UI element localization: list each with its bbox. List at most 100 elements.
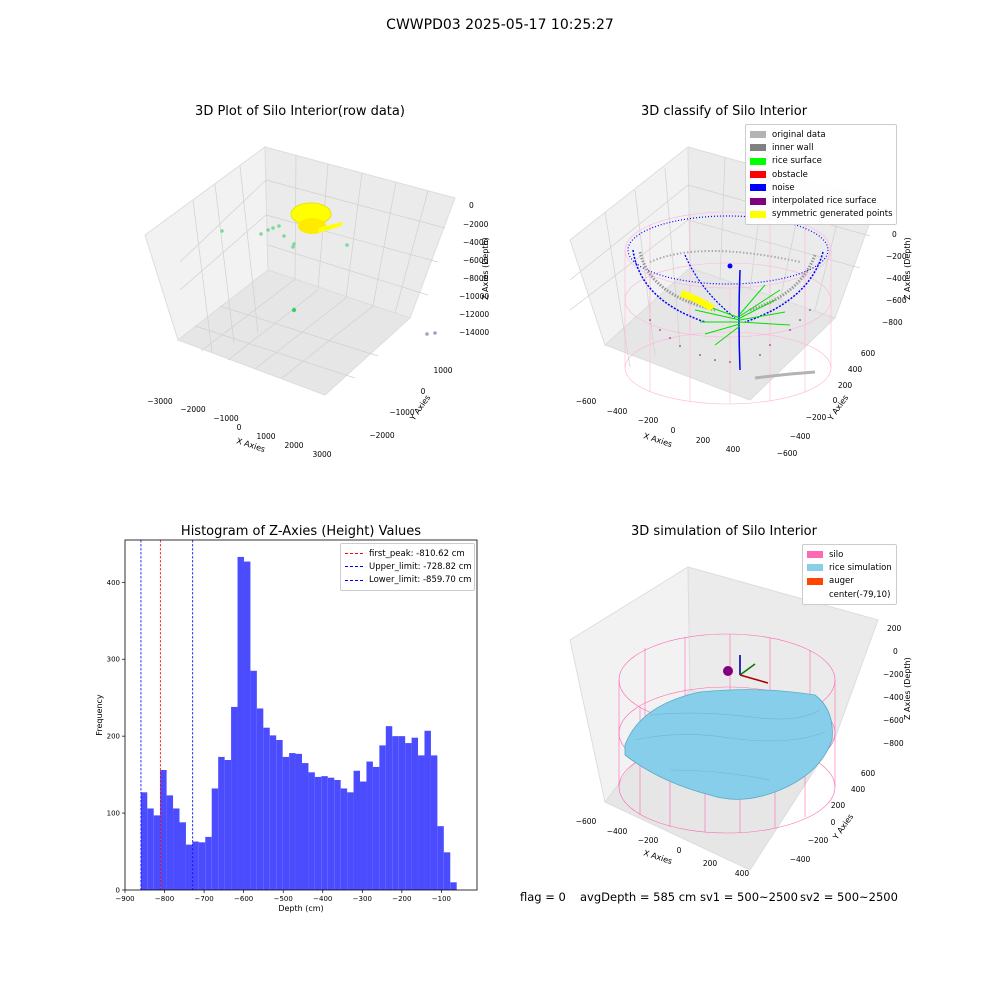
svg-text:−4000: −4000 — [463, 238, 489, 247]
panel3-title: Histogram of Z-Axies (Height) Values — [180, 524, 422, 539]
legend-item-symmetric: symmetric generated points — [750, 208, 893, 221]
histogram-bar — [192, 841, 199, 890]
legend-item-lower-limit: Lower_limit: -859.70 cm — [345, 574, 471, 587]
histogram-xlabel: Depth (cm) — [278, 904, 323, 913]
histogram-ytick-label: 300 — [107, 656, 120, 664]
histogram-bar — [250, 670, 257, 890]
histogram-xtick-label: −800 — [155, 895, 174, 903]
svg-text:−600: −600 — [576, 397, 597, 406]
panel4-xlabel: X Axies — [642, 848, 673, 866]
histogram-xtick-label: −600 — [234, 895, 253, 903]
histogram-bar — [379, 745, 386, 890]
figure-title: CWWPD03 2025-05-17 10:25:27 — [386, 17, 614, 33]
histogram-bar — [405, 743, 412, 890]
histogram-bar — [205, 836, 212, 890]
histogram-bar — [237, 556, 244, 890]
panel2-ylabel: Y Axies — [826, 393, 851, 423]
panel1-yticks: −2000 −1000 0 1000 — [369, 366, 452, 440]
panel4-surface-mesh-line — [669, 769, 771, 781]
panel2-cylinder-wireframe — [624, 211, 832, 405]
histogram-bar — [224, 760, 232, 890]
svg-text:−400: −400 — [790, 855, 811, 864]
panel1-scatter-points — [220, 224, 437, 336]
histogram-bar — [353, 770, 361, 890]
svg-text:−2000: −2000 — [180, 405, 206, 414]
panel4-title: 3D simulation of Silo Interior — [631, 524, 817, 539]
panel2-zticks: 0 −200 −400 −600 −800 — [882, 230, 907, 327]
histogram-bar — [347, 792, 354, 890]
legend-swatch — [750, 197, 766, 205]
histogram-xtick-label: −700 — [194, 895, 213, 903]
svg-text:0: 0 — [237, 423, 242, 432]
histogram-bar — [366, 761, 373, 890]
histogram-ylabel: Frequency — [95, 694, 104, 736]
legend-swatch — [750, 144, 766, 152]
svg-text:1000: 1000 — [256, 432, 275, 441]
svg-text:200: 200 — [831, 801, 846, 810]
svg-text:−3000: −3000 — [147, 397, 173, 406]
svg-text:−600: −600 — [576, 817, 597, 826]
panel4-zlabel: Z Axies (Depth) — [903, 657, 912, 720]
legend-item-rice-simulation: rice simulation — [807, 561, 892, 574]
svg-text:0: 0 — [469, 201, 474, 210]
panel2-inner-wall — [638, 250, 817, 380]
svg-text:0: 0 — [831, 818, 836, 827]
svg-text:200: 200 — [838, 381, 853, 390]
legend-line — [345, 553, 363, 555]
histogram-bar — [314, 776, 322, 890]
histogram-bar — [153, 815, 161, 890]
histogram-legend: first_peak: -810.62 cm Upper_limit: -728… — [340, 543, 475, 591]
svg-text:0: 0 — [893, 647, 898, 656]
histogram-bar — [360, 781, 367, 890]
panel4-zticks: 200 0 −200 −400 −600 −800 — [883, 624, 904, 748]
histogram-bar — [179, 822, 186, 890]
svg-text:−400: −400 — [607, 827, 628, 836]
histogram-bar — [160, 770, 167, 890]
svg-text:−200: −200 — [806, 413, 827, 422]
svg-text:−600: −600 — [886, 296, 907, 305]
histogram-bar — [231, 706, 238, 890]
svg-text:−8000: −8000 — [463, 274, 489, 283]
svg-text:3000: 3000 — [312, 450, 331, 459]
footer-avg-depth: avgDepth = 585 cm — [580, 890, 697, 904]
footer-sv1: sv1 = 500~2500 — [700, 890, 798, 904]
panel1-zticks: 0 −2000 −4000 −6000 −8000 −10000 −12000 … — [459, 201, 489, 337]
histogram-xtick-label: −100 — [432, 895, 451, 903]
legend-item-rice-surface: rice surface — [750, 155, 892, 168]
histogram-bar — [140, 792, 148, 890]
svg-text:200: 200 — [696, 436, 711, 445]
panel4-auger-axes — [739, 655, 769, 684]
panel2-symmetric-points — [680, 290, 715, 311]
histogram-bar — [385, 726, 393, 890]
legend-swatch — [750, 184, 766, 192]
histogram-bar — [392, 736, 399, 890]
svg-text:600: 600 — [861, 769, 876, 778]
svg-text:400: 400 — [851, 785, 866, 794]
svg-text:400: 400 — [848, 365, 863, 374]
svg-text:−14000: −14000 — [459, 328, 489, 337]
svg-text:−600: −600 — [777, 449, 798, 458]
svg-text:2000: 2000 — [284, 441, 303, 450]
legend-item-inner-wall: inner wall — [750, 141, 892, 154]
svg-text:200: 200 — [703, 859, 718, 868]
svg-text:−1000: −1000 — [389, 408, 415, 417]
panel1-3d-plot: −3000 −2000 −1000 0 1000 2000 3000 X Axi… — [144, 146, 490, 459]
panel2-zlabel: Z Axies (Depth) — [903, 237, 912, 300]
histogram-xtick-label: −400 — [313, 895, 332, 903]
svg-text:−2000: −2000 — [463, 220, 489, 229]
legend-line — [345, 579, 363, 581]
svg-text:0: 0 — [421, 387, 426, 396]
histogram-bar — [211, 788, 219, 890]
panel2-xticks: −600 −400 −200 0 200 400 — [576, 397, 741, 454]
panel4-3d-plot: −600 −400 −200 0 200 400 X Axies −400 −2… — [569, 566, 912, 878]
legend-swatch — [750, 131, 766, 139]
legend-swatch — [807, 564, 823, 572]
histogram-ytick-label: 200 — [107, 733, 120, 741]
legend-swatch — [807, 591, 823, 598]
svg-text:−200: −200 — [638, 836, 659, 845]
histogram-bar — [327, 777, 335, 890]
histogram-bar — [340, 788, 348, 890]
panel2-interpolated-points — [649, 309, 811, 363]
footer-sv2: sv2 = 500~2500 — [800, 890, 898, 904]
legend-item-center: center(-79,10) — [807, 588, 892, 601]
